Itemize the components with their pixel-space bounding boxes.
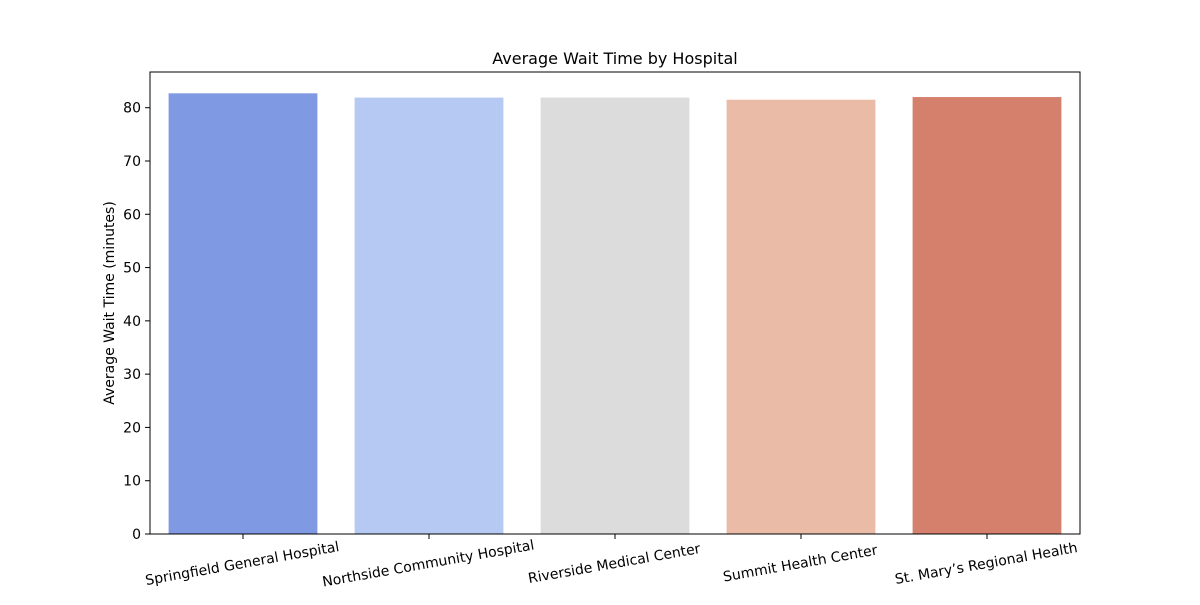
y-axis-label: Average Wait Time (minutes) bbox=[102, 201, 118, 405]
bar-5 bbox=[912, 97, 1062, 534]
chart-title: Average Wait Time by Hospital bbox=[492, 49, 737, 68]
y-tick-label: 10 bbox=[123, 474, 141, 490]
y-tick-label: 60 bbox=[123, 207, 141, 223]
y-tick-label: 40 bbox=[123, 314, 141, 330]
x-tick-label: St. Mary’s Regional Health bbox=[894, 540, 1079, 588]
y-tick-label: 30 bbox=[123, 367, 141, 383]
y-tick-label: 20 bbox=[123, 420, 141, 436]
bar-4 bbox=[726, 99, 876, 534]
x-tick-label: Summit Health Center bbox=[722, 543, 879, 586]
x-tick-label: Northside Community Hospital bbox=[321, 538, 535, 591]
y-tick-label: 50 bbox=[123, 261, 141, 277]
y-axis-ticks: 0 10 20 30 40 50 60 70 80 bbox=[123, 101, 150, 543]
x-tick-label: Springfield General Hospital bbox=[144, 539, 340, 589]
y-tick-label: 70 bbox=[123, 154, 141, 170]
x-tick-label: Riverside Medical Center bbox=[527, 541, 702, 587]
y-tick-label: 80 bbox=[123, 101, 141, 117]
bars-layer bbox=[168, 93, 1062, 535]
bar-2 bbox=[354, 97, 504, 535]
plot-frame bbox=[149, 71, 1081, 535]
bar-3 bbox=[540, 97, 690, 535]
y-tick-label: 0 bbox=[132, 527, 141, 543]
bar-1 bbox=[168, 93, 318, 534]
